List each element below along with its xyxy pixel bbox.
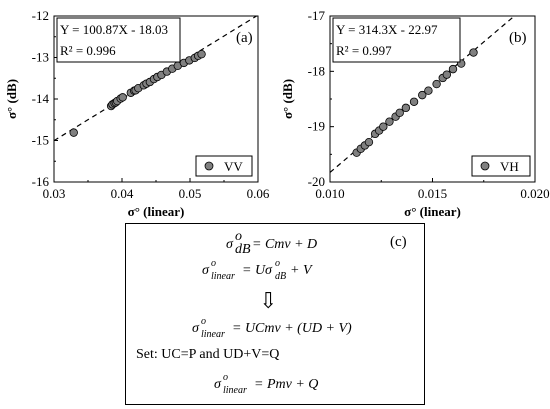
equation-4: σ o linear = Pmv + Q	[214, 372, 318, 396]
legend-label: VH	[500, 159, 519, 174]
legend-label: VV	[224, 159, 243, 174]
legend-box	[195, 155, 253, 177]
svg-text:σ: σ	[214, 377, 222, 392]
svg-text:= Pmv + Q: = Pmv + Q	[254, 377, 318, 392]
svg-text:o: o	[201, 316, 206, 327]
data-point	[69, 128, 78, 137]
svg-text:o: o	[275, 258, 280, 269]
data-point	[118, 93, 127, 102]
data-point	[442, 70, 452, 79]
y-tick-label: -16	[32, 174, 50, 189]
legend-box	[471, 155, 531, 177]
x-tick-label: 0.020	[520, 186, 549, 201]
svg-text:σ: σ	[202, 263, 210, 278]
equation-2: σ o linear = Uσ o dB + V	[202, 258, 313, 282]
regression-equation: Y = 314.3X - 22.97	[336, 22, 438, 37]
y-axis-label: σ° (dB)	[4, 79, 19, 119]
panel-c-equations: (c) σ o dB = Cmv + D σ o linear = Uσ o d…	[136, 229, 407, 396]
x-tick-label: 0.03	[43, 186, 66, 201]
y-tick-label: -14	[32, 91, 50, 106]
data-point	[364, 137, 374, 147]
x-tick-label: 0.04	[111, 186, 134, 201]
x-tick-label: 0.05	[179, 186, 202, 201]
data-point	[385, 117, 394, 126]
data-point	[379, 122, 388, 131]
set-line: Set: UC=P and UD+V=Q	[136, 347, 279, 362]
svg-text:= Uσ: = Uσ	[242, 263, 273, 278]
equation-box	[56, 17, 181, 63]
svg-text:dB: dB	[235, 242, 251, 257]
x-axis-label: σ° (linear)	[128, 204, 185, 219]
r-squared: R² = 0.997	[336, 43, 392, 58]
regression-equation: Y = 100.87X - 18.03	[60, 22, 168, 37]
svg-text:σ: σ	[192, 321, 200, 336]
data-point	[418, 90, 427, 100]
panel-label: (a)	[236, 30, 253, 46]
equation-1: σ o dB = Cmv + D	[226, 229, 317, 257]
panel-c-box: (c) σ o dB = Cmv + D σ o linear = Uσ o d…	[125, 223, 425, 405]
svg-text:linear: linear	[211, 271, 235, 282]
equation-3: σ o linear = UCmv + (UD + V)	[192, 316, 352, 340]
y-tick-label: -15	[32, 133, 49, 148]
svg-text:o: o	[235, 229, 242, 244]
x-axis-label: σ° (linear)	[404, 204, 461, 219]
down-arrow-icon: ⇩	[259, 288, 277, 313]
svg-text:+ V: + V	[290, 263, 313, 278]
data-point	[395, 108, 404, 118]
data-point	[424, 86, 433, 95]
svg-text:σ: σ	[226, 237, 234, 252]
svg-text:linear: linear	[201, 329, 225, 340]
y-tick-label: -12	[32, 8, 49, 23]
panel-c-label: (c)	[390, 234, 407, 250]
legend-marker	[480, 161, 490, 171]
data-point	[409, 97, 419, 106]
svg-text:= UCmv + (UD + V): = UCmv + (UD + V)	[232, 321, 352, 336]
data-point	[448, 64, 458, 74]
panel-b-chart: 0.010 0.015 0.020 -17 -18 -19 -20 Y = 314.3X - …	[280, 8, 550, 219]
y-tick-label: -18	[308, 63, 325, 78]
panel-a-chart: 0.03 0.04 0.05 0.06 -12 -13 -14 -15 -16 Y = 100.8…	[4, 8, 270, 219]
x-tick-label: 0.06	[247, 186, 270, 201]
svg-text:o: o	[223, 372, 228, 383]
svg-text:o: o	[211, 258, 216, 269]
y-tick-label: -17	[308, 8, 326, 23]
equation-box	[332, 17, 461, 63]
data-point	[401, 103, 411, 113]
r-squared: R² = 0.996	[60, 43, 116, 58]
legend-marker	[204, 161, 214, 171]
svg-text:= Cmv + D: = Cmv + D	[252, 237, 317, 252]
data-point	[469, 48, 478, 57]
y-tick-label: -13	[32, 50, 49, 65]
panel-label: (b)	[509, 30, 527, 46]
svg-text:dB: dB	[275, 271, 286, 282]
y-axis-label: σ° (dB)	[280, 79, 295, 119]
x-tick-label: 0.015	[418, 186, 447, 201]
data-point	[197, 49, 206, 59]
data-point	[432, 79, 441, 89]
svg-text:linear: linear	[223, 385, 247, 396]
x-tick-label: 0.010	[315, 186, 344, 201]
y-tick-label: -19	[308, 119, 325, 134]
y-tick-label: -20	[308, 174, 325, 189]
